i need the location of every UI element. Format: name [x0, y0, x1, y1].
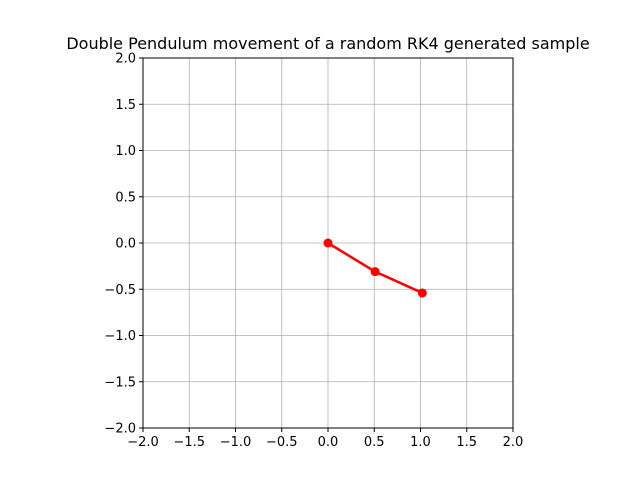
x-tick-label: −1.0 — [220, 435, 252, 450]
x-tick-label: 0.0 — [318, 435, 339, 450]
x-tick-label: −2.0 — [127, 435, 159, 450]
y-tick-label: −2.0 — [104, 422, 136, 437]
y-tick-label: −1.5 — [104, 375, 136, 390]
y-tick-label: 1.0 — [115, 144, 136, 159]
y-tick-label: 2.0 — [115, 52, 136, 67]
x-tick-label: 0.5 — [364, 435, 385, 450]
pendulum-point — [370, 267, 380, 277]
series-layer — [323, 238, 427, 298]
pendulum-point — [323, 238, 333, 248]
y-tick-label: 0.5 — [115, 190, 136, 205]
ticks: −2.0 −1.5 −1.0 −0.5 0.0 0.5 1.0 1.5 2.0−2.0−1.5−… — [104, 52, 523, 451]
x-tick-label: 1.0 — [410, 435, 431, 450]
pendulum-point — [417, 288, 427, 298]
chart-title: Double Pendulum movement of a random RK4… — [66, 34, 589, 53]
x-tick-label: −1.5 — [173, 435, 205, 450]
y-tick-label: −0.5 — [104, 283, 136, 298]
x-tick-label: 2.0 — [503, 435, 524, 450]
y-tick-label: 1.5 — [115, 98, 136, 113]
y-tick-label: −1.0 — [104, 329, 136, 344]
y-tick-label: 0.0 — [115, 237, 136, 252]
x-tick-label: 1.5 — [456, 435, 477, 450]
x-tick-label: −0.5 — [266, 435, 298, 450]
